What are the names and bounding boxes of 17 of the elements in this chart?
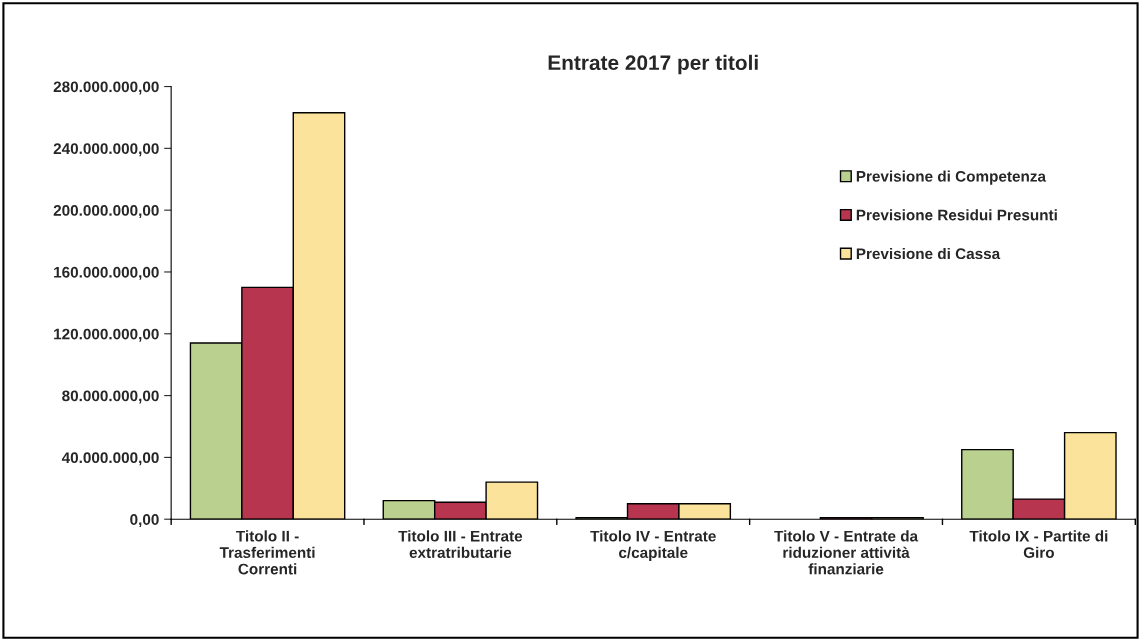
- y-tick-label: 0,00: [130, 514, 159, 528]
- legend-label: Previsione Residui Presunti: [856, 209, 1057, 221]
- x-tick-label: Titolo III - Entrate extratributarie: [398, 530, 523, 558]
- y-tick-label: 160.000.000,00: [54, 266, 159, 280]
- y-tick-label: 40.000.000,00: [61, 452, 159, 466]
- y-tick-label: 80.000.000,00: [62, 390, 159, 404]
- chart-title: Entrate 2017 per titoli: [548, 54, 758, 75]
- y-tick-label: 280.000.000,00: [53, 81, 159, 95]
- y-tick-label: 120.000.000,00: [54, 328, 159, 342]
- x-tick-label: Titolo II - Trasferimenti Correnti: [219, 530, 315, 575]
- x-tick-label: Titolo V - Entrate da riduzioner attività finanziarie: [774, 530, 919, 575]
- x-tick-label: Titolo IX - Partite di Giro: [969, 530, 1108, 558]
- x-tick-label: Titolo IV - Entrate c/capitale: [590, 530, 716, 562]
- legend-label: Previsione di Competenza: [856, 170, 1047, 185]
- legend-label: Previsione di Cassa: [856, 247, 1001, 260]
- y-tick-label: 240.000.000,00: [53, 143, 159, 157]
- y-tick-label: 200.000.000,00: [53, 205, 159, 219]
